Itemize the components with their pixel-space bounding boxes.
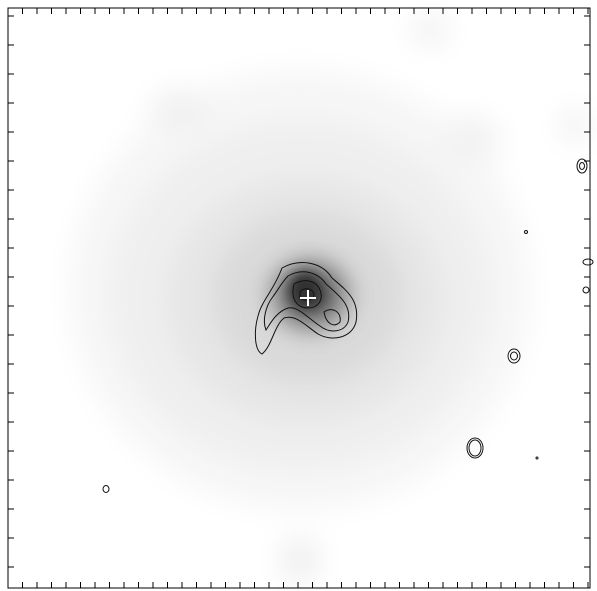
center-cross (300, 290, 316, 306)
contours (102, 158, 594, 493)
ticks (8, 8, 590, 588)
frame (7, 7, 591, 589)
